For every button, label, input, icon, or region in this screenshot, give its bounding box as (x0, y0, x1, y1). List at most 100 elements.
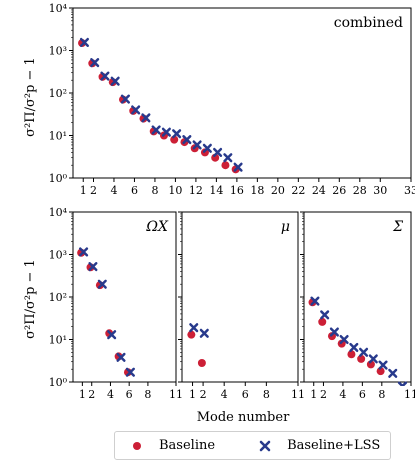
lss-point (213, 147, 223, 157)
baseline-point (197, 358, 206, 367)
lss-point (107, 330, 117, 340)
x-tick-label: 2 (88, 388, 95, 401)
lss-point (79, 37, 89, 47)
y-tick-label: 10⁰ (49, 376, 68, 389)
lss-point (131, 105, 141, 115)
x-tick-label: 11 (169, 388, 183, 401)
lss-point (97, 279, 107, 289)
baseline-point (357, 354, 366, 363)
x-tick-label: 6 (126, 388, 133, 401)
x-tick-label: 12 (189, 184, 203, 197)
x-tick-label: 24 (312, 184, 326, 197)
x-tick-label: 2 (320, 388, 327, 401)
x-tick-label: 14 (209, 184, 223, 197)
lss-point (359, 347, 369, 357)
x-tick-label: 6 (131, 184, 138, 197)
y-tick-label: 10¹ (49, 334, 67, 347)
panel-label: μ (281, 219, 290, 235)
x-tick-label: 1 (80, 184, 87, 197)
x-tick-label: 8 (378, 388, 385, 401)
lss-point (79, 247, 89, 257)
lss-point (199, 328, 209, 338)
y-tick-label: 10⁴ (49, 206, 68, 219)
x-tick-label: 1 (310, 388, 317, 401)
x-tick-label: 6 (242, 388, 249, 401)
lss-point (161, 127, 171, 137)
x-tick-label: 6 (359, 388, 366, 401)
x-tick-label: 2 (200, 388, 207, 401)
axes-frame (72, 211, 177, 383)
lss-point (120, 94, 130, 104)
legend-label-lss: Baseline+LSS (287, 438, 381, 453)
x-tick-label: 11 (291, 388, 305, 401)
y-tick-label: 10³ (49, 45, 67, 58)
panel-omega: 1 2 4 6 8 11 10⁰ 10¹ 10² 10³ 10⁴ ΩX (49, 206, 183, 401)
x-tick-label: 16 (230, 184, 244, 197)
x-tick-label: 18 (250, 184, 264, 197)
x-tick-label: 28 (353, 184, 367, 197)
lss-point (100, 71, 110, 81)
lss-point (349, 342, 359, 353)
y-tick-label: 10⁰ (49, 172, 68, 185)
points-group (308, 296, 408, 386)
panel-label: ΩX (145, 219, 169, 235)
baseline-point (347, 350, 356, 359)
lss-point (110, 76, 120, 86)
x-tick-label: 30 (373, 184, 387, 197)
lss-point (368, 354, 378, 364)
x-tick-label: 2 (90, 184, 97, 197)
x-tick-label: 4 (110, 184, 117, 197)
x-tick-label: 8 (151, 184, 158, 197)
y-tick-label: 10⁴ (49, 2, 68, 15)
lss-point (182, 135, 192, 145)
baseline-point (187, 330, 196, 339)
lss-point (329, 327, 339, 337)
y-axis-label-top: σ²Π/σ²p − 1 (23, 57, 38, 137)
panel-combined: 1 2 4 6 8 10 12 14 16 18 20 22 24 26 28 30 3310⁰10¹10²10… (49, 2, 415, 197)
lss-point (310, 296, 320, 306)
lss-point (151, 125, 161, 135)
lss-point (141, 113, 151, 123)
panel-label: combined (334, 15, 403, 31)
x-tick-label: 10 (168, 184, 182, 197)
lss-point (378, 360, 388, 370)
baseline-dot-icon (133, 441, 141, 450)
lss-point (320, 310, 330, 320)
points-group (187, 323, 209, 367)
lss-point (233, 162, 243, 172)
baseline-point (221, 161, 230, 170)
lss-point (88, 262, 98, 272)
axes-frame (72, 7, 412, 179)
x-tick-label: 22 (291, 184, 305, 197)
lss-point (192, 140, 202, 150)
legend-label-baseline: Baseline (159, 438, 216, 453)
x-tick-label: 26 (332, 184, 346, 197)
lss-point (125, 367, 135, 377)
y-tick-label: 10² (49, 87, 67, 100)
lss-point (189, 323, 199, 333)
y-tick-label: 10³ (49, 249, 67, 262)
x-tick-label: 33 (404, 184, 415, 197)
axes-frame (303, 211, 412, 383)
x-tick-label: 1 (79, 388, 86, 401)
panel-sigma: 1 2 4 6 8 11 Σ (300, 211, 415, 401)
lss-point (397, 381, 408, 386)
x-tick-label: 8 (263, 388, 270, 401)
legend: Baseline Baseline+LSS (114, 431, 391, 460)
points-group (77, 247, 135, 377)
lss-cross-icon (259, 440, 271, 451)
points-group (78, 37, 243, 174)
baseline-point (376, 367, 385, 376)
x-tick-label: 1 (189, 388, 196, 401)
x-axis-label: Mode number (197, 410, 290, 425)
x-tick-label: 4 (221, 388, 228, 401)
legend-item-baseline: Baseline (123, 438, 215, 454)
panel-mu: 1 2 4 6 8 11 μ (178, 211, 305, 401)
lss-point (202, 143, 212, 153)
lss-point (116, 352, 126, 362)
y-tick-label: 10¹ (49, 130, 67, 143)
lss-point (339, 334, 349, 345)
x-tick-label: 20 (271, 184, 285, 197)
lss-point (388, 368, 398, 378)
